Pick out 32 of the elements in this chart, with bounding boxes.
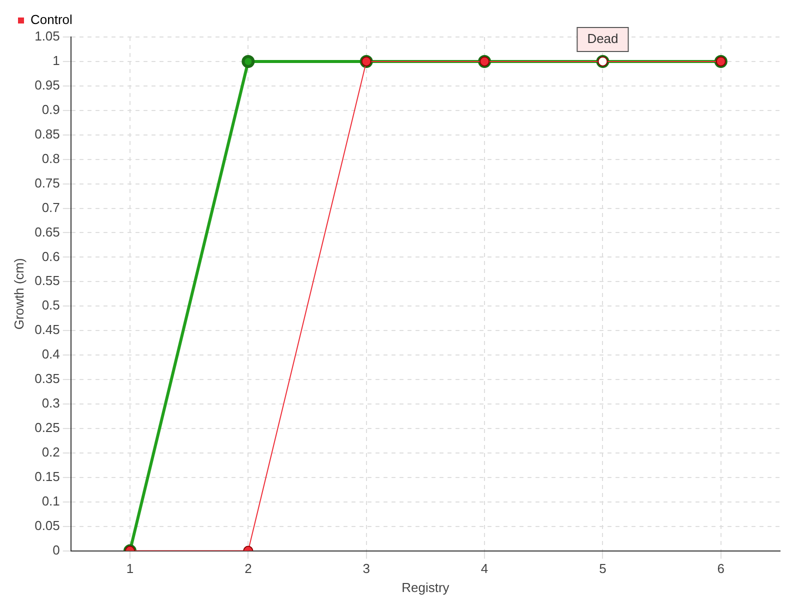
y-tick-label: 0.9 — [42, 102, 60, 117]
y-axis-title: Growth (cm) — [11, 258, 26, 330]
y-tick-label: 0.25 — [34, 420, 60, 436]
y-tick-label: 0 — [52, 542, 60, 558]
x-tick-label: 2 — [244, 561, 252, 576]
y-tick-label: 0.15 — [34, 468, 60, 484]
y-tick-label: 0.6 — [42, 248, 60, 264]
y-tick-label: 0.65 — [34, 224, 60, 240]
y-tick-label: 0.1 — [42, 493, 60, 508]
x-tick-label: 6 — [717, 561, 725, 576]
y-tick-label: 0.35 — [34, 371, 60, 386]
y-tick-label: 0.4 — [42, 346, 60, 362]
y-tick-label: 0.05 — [34, 518, 60, 533]
y-tick-label: 0.8 — [42, 150, 60, 166]
y-tick-label: 0.5 — [42, 298, 60, 313]
annotation: Dead — [587, 31, 618, 46]
y-tick-label: 0.55 — [34, 273, 60, 288]
y-tick-label: 1.05 — [34, 28, 60, 44]
x-axis-title: Registry — [402, 580, 450, 595]
x-tick-label: 4 — [480, 561, 488, 576]
y-tick-label: 0.7 — [42, 200, 60, 215]
y-tick-label: 1 — [52, 53, 60, 68]
y-tick-label: 0.45 — [34, 322, 60, 338]
y-tick-label: 0.3 — [42, 396, 60, 411]
y-tick-label: 0.75 — [34, 175, 60, 190]
y-tick-label: 0.85 — [34, 126, 60, 142]
x-tick-label: 1 — [126, 561, 134, 576]
legend-label: Control — [30, 12, 73, 28]
y-tick-label: 0.2 — [42, 444, 60, 460]
y-tick-label: 0.95 — [34, 78, 60, 93]
x-tick-label: 5 — [599, 561, 606, 576]
x-tick-label: 3 — [362, 561, 370, 576]
